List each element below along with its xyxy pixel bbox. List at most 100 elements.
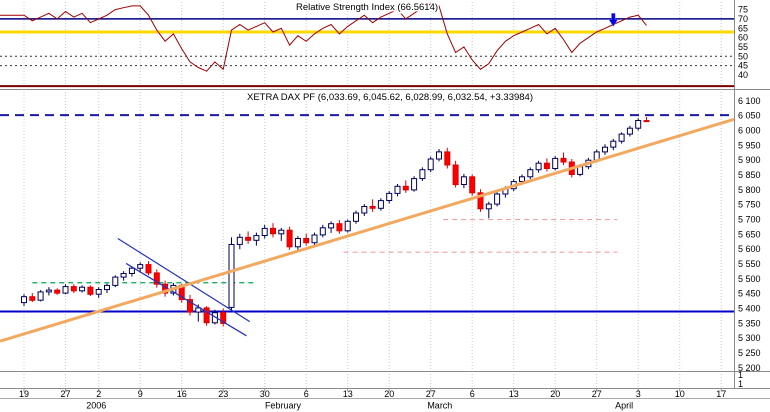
candle-body [286,229,293,248]
down-channel-line[interactable] [125,262,247,337]
price-axis-label: 5 750 [738,200,761,210]
month-label: March [427,401,452,411]
date-tick-label: 17 [716,389,726,399]
rsi-axis-label: 70 [738,14,748,24]
candle [411,176,418,192]
candle [62,284,69,295]
price-axis-label: 5 200 [738,363,761,373]
date-axis: 19 27 2 9 16 23 30 6 13 20 27 6 13 20 27 3 10 17 2006 Febru… [19,388,726,411]
rsi-line [0,3,647,72]
candle-body [444,151,451,166]
candle [436,148,442,162]
candle-body [436,151,442,160]
candle-body [319,227,326,236]
candle-body [145,264,152,274]
date-tick-label: 13 [509,389,519,399]
rsi-axis-label: 75 [738,5,748,15]
candle-body [427,158,434,171]
candle [386,191,393,204]
candle-body [95,289,102,295]
candle [145,261,152,276]
candle-body [245,236,252,241]
candle [286,226,293,250]
candle-body [54,289,61,294]
price-axis-label: 5 850 [738,170,761,180]
candle [29,293,36,302]
date-tick-label: 19 [19,389,29,399]
candle-body [635,120,642,129]
month-label: 2006 [86,401,106,411]
candle [228,237,235,312]
candle [220,308,227,327]
candle [361,204,368,216]
candle-body [236,236,243,245]
candle-body [112,276,119,286]
candle [236,233,243,250]
candle [45,287,52,296]
candle [253,232,260,246]
candle-body [386,192,393,201]
candle-body [187,299,193,313]
candle [261,224,268,239]
candle [494,191,501,207]
candle [535,160,542,173]
candle [128,266,135,277]
mini-panel-axis-label: 1 [738,379,743,389]
date-tick-label: 27 [592,389,602,399]
candle-body [104,284,110,291]
candle [70,284,77,294]
candle-body [618,133,625,142]
date-tick-label: 2 [96,389,101,399]
candle-body [361,206,368,214]
candle [543,158,550,172]
candle [635,118,642,131]
candle [485,201,492,219]
date-tick-label: 3 [636,389,641,399]
date-tick-label: 9 [138,389,143,399]
sell-arrow-down-icon[interactable] [608,13,619,27]
candle [303,233,310,246]
candle [427,156,434,173]
candle [618,132,625,144]
uptrend-line[interactable] [0,117,735,343]
rsi-panel-title: Relative Strength Index (66.5614) [296,2,438,13]
date-tick-label: 27 [426,389,436,399]
price-axis-label: 5 700 [738,215,761,225]
candle [452,160,459,188]
candle [602,144,608,155]
mini-panel-axis-label: 1 [738,370,743,380]
rsi-axis-label: 65 [738,23,748,33]
candle [344,219,351,233]
candle-body [62,286,69,294]
candle [120,271,127,281]
candle [153,269,160,288]
candle-body [419,169,426,180]
candle [328,221,335,233]
candle [477,189,484,212]
price-axis-label: 5 350 [738,318,761,328]
candle [319,224,326,238]
candle-body [610,140,617,148]
date-tick-label: 13 [343,389,353,399]
price-axis-label: 6 000 [738,126,761,136]
candle [278,227,285,241]
candle-body [278,229,285,235]
candle-body [494,193,501,205]
price-axis-label: 5 900 [738,155,761,165]
rsi-axis-label: 40 [738,70,748,80]
price-axis-label: 6 100 [738,96,761,106]
down-channel-line[interactable] [117,238,251,323]
candle-body [21,296,27,304]
candle [203,306,210,326]
candle [54,288,61,295]
candle-body [527,169,534,178]
candle-body [153,272,160,285]
price-axis-label: 5 450 [738,289,761,299]
candle [112,275,119,288]
date-tick-label: 27 [60,389,70,399]
candle [527,167,534,180]
price-axis-label: 5 950 [738,140,761,150]
candle-body [344,220,351,232]
